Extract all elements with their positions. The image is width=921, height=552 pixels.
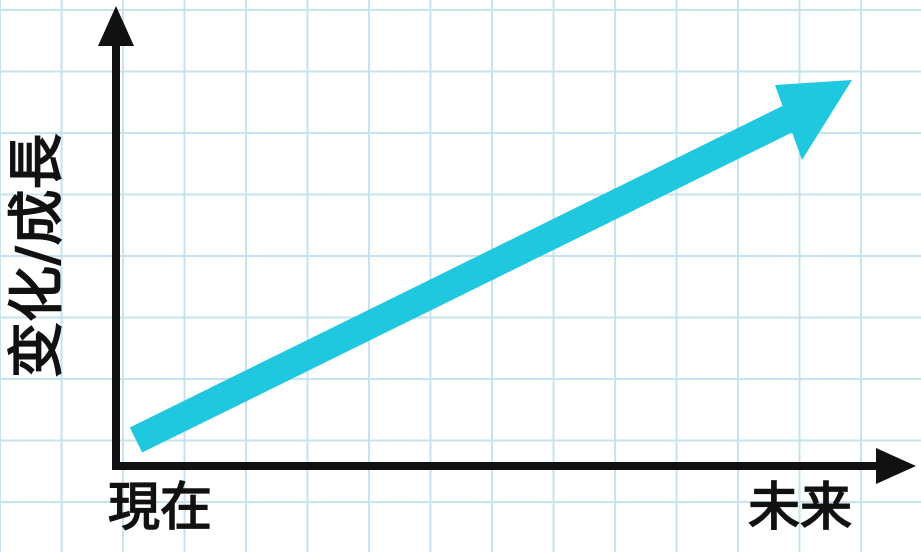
y-axis	[98, 6, 134, 470]
arrow-right-icon	[876, 448, 916, 484]
x-axis-start-label: 現在	[108, 482, 212, 534]
x-axis-end-label: 未来	[748, 482, 852, 534]
y-axis-label: 变化/成長	[10, 134, 66, 378]
trend-arrow-shaft	[136, 108, 810, 440]
arrow-up-icon	[98, 6, 134, 46]
